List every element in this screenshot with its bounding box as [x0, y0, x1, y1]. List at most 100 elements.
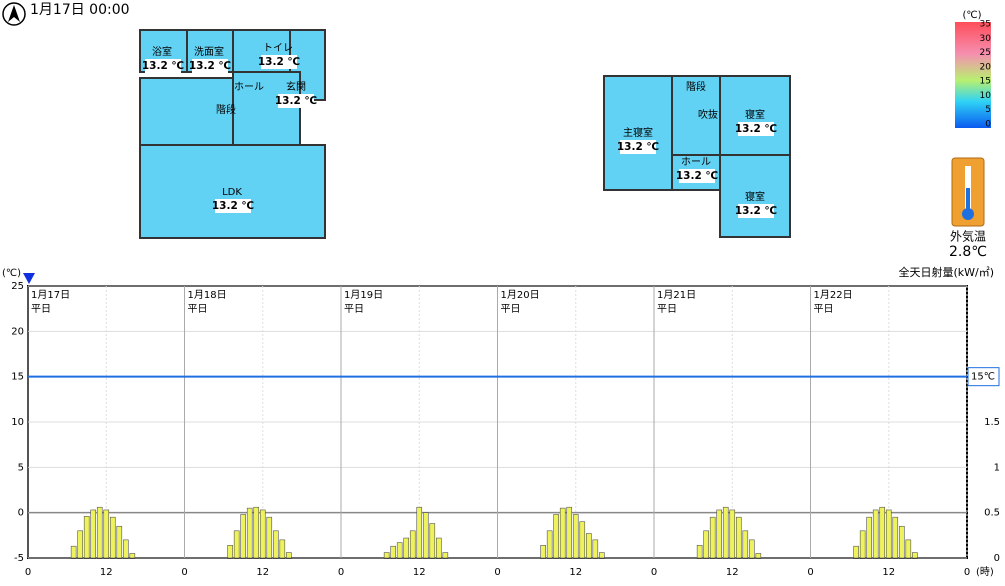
solar-bar: [905, 539, 912, 559]
current-time-marker: [23, 273, 35, 284]
y2-tick-label: 1.5: [984, 417, 1000, 428]
solar-bar: [912, 552, 918, 559]
day-date: 1月22日: [814, 289, 853, 301]
room-label: 寝室: [745, 190, 765, 203]
room-temp: 13.2 ℃: [735, 123, 777, 135]
solar-bar: [403, 537, 410, 559]
room-label: 洗面室: [194, 45, 224, 58]
solar-bar: [70, 545, 77, 559]
room: [139, 144, 326, 239]
solar-bar: [233, 530, 240, 559]
temp-box: [738, 204, 774, 218]
solar-bar: [429, 523, 436, 559]
solar-bar: [885, 509, 892, 559]
color-scale-tick: 15: [980, 77, 991, 87]
solar-bar: [116, 525, 123, 559]
solar-bar: [240, 514, 246, 559]
color-scale-tick: 10: [980, 91, 992, 101]
temp-box: [620, 140, 656, 154]
day-date: 1月21日: [657, 289, 696, 301]
x-tick-label: 0: [964, 567, 970, 578]
y2-tick-label: 0: [994, 553, 1000, 564]
day-date: 1月20日: [501, 289, 540, 301]
y-tick-label: -5: [14, 553, 24, 564]
solar-bar: [579, 521, 586, 559]
temp-box: [261, 55, 297, 69]
solar-bar: [553, 514, 559, 559]
solar-bar: [436, 537, 442, 559]
color-scale: [955, 22, 991, 128]
room-label: 主寝室: [623, 126, 653, 139]
y-tick-label: 0: [18, 508, 24, 519]
room-label: 吹抜: [698, 108, 718, 121]
room-temp: 13.2 ℃: [142, 60, 184, 72]
solar-bar: [592, 539, 599, 559]
compass-needle: [8, 5, 20, 22]
day-date: 1月19日: [344, 289, 383, 301]
room-temp: 13.2 ℃: [617, 141, 659, 153]
temp-box: [278, 94, 314, 108]
solar-bar: [853, 545, 859, 559]
solar-bar: [90, 509, 97, 559]
y2-tick-label: 1: [994, 462, 1000, 473]
thermometer-bulb: [962, 208, 974, 220]
solar-bar: [866, 516, 872, 559]
solar-bar: [123, 539, 129, 559]
solar-bar: [709, 516, 716, 559]
color-scale-tick: 0: [985, 120, 991, 130]
x-tick-label: 0: [338, 567, 344, 578]
solar-bar: [898, 525, 905, 559]
room: [139, 77, 234, 146]
solar-bar: [259, 509, 266, 559]
solar-bar: [749, 539, 755, 559]
solar-bar: [872, 509, 879, 559]
solar-bar: [540, 545, 546, 559]
solar-bar: [83, 515, 90, 559]
solar-bar: [559, 507, 566, 559]
solar-bar: [129, 553, 136, 559]
outdoor-temp: 2.8℃: [949, 244, 987, 260]
solar-bar: [599, 552, 605, 559]
day-kind: 平日: [814, 304, 834, 315]
solar-bar: [585, 533, 592, 559]
thermometer-level: [966, 188, 970, 212]
y-tick-label: 20: [11, 326, 24, 337]
color-scale-unit: (℃): [962, 10, 981, 21]
solar-bar: [892, 516, 899, 559]
solar-bar: [390, 545, 396, 559]
solar-bar: [716, 509, 723, 559]
x-tick-label: 12: [256, 567, 269, 578]
room-temp: 13.2 ℃: [212, 200, 254, 212]
solar-bar: [396, 542, 403, 559]
x-tick-label: 12: [413, 567, 426, 578]
room-temp: 13.2 ℃: [735, 205, 777, 217]
solar-bar: [253, 506, 260, 559]
solar-bar: [696, 545, 703, 559]
y-tick-label: 25: [11, 281, 24, 292]
solar-bar: [109, 516, 116, 559]
color-scale-tick: 35: [980, 20, 991, 30]
room-label: ホール: [681, 156, 711, 168]
solar-bar: [703, 530, 709, 559]
temp-box: [679, 169, 715, 183]
solar-bar: [572, 514, 579, 559]
y2-axis-label: 全天日射量(kW/㎡): [898, 265, 994, 279]
room-temp: 13.2 ℃: [258, 56, 300, 68]
color-scale-tick: 25: [980, 48, 991, 58]
room-label: 寝室: [745, 108, 765, 121]
temp-box: [145, 59, 181, 73]
day-date: 1月17日: [31, 289, 70, 301]
setpoint-label: 15℃: [971, 372, 995, 383]
y-tick-label: 15: [11, 372, 24, 383]
day-kind: 平日: [344, 304, 364, 315]
room-temp: 13.2 ℃: [275, 95, 317, 107]
room-label: ホール: [234, 81, 264, 93]
solar-bar: [286, 552, 292, 559]
solar-bar: [742, 530, 749, 559]
room-label: 玄関: [286, 80, 306, 93]
outdoor-label: 外気温: [950, 229, 986, 244]
temp-box: [192, 59, 228, 73]
y-tick-label: 10: [11, 417, 24, 428]
solar-bar: [409, 530, 416, 559]
